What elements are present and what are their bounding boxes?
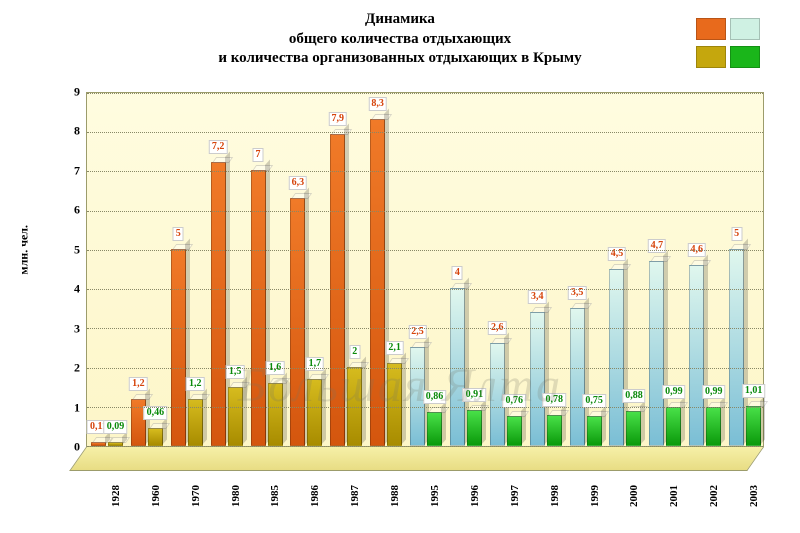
- bar-organized-era2: [467, 410, 482, 446]
- gridline: [87, 93, 763, 94]
- value-label-total: 5: [731, 227, 742, 241]
- value-label-total: 7,9: [329, 112, 348, 126]
- x-tick: 1995: [429, 485, 441, 507]
- value-label-organized: 1,7: [306, 357, 325, 371]
- x-tick: 1988: [389, 485, 401, 507]
- value-label-total: 7: [253, 148, 264, 162]
- y-tick: 2: [54, 361, 80, 376]
- gridline: [87, 407, 763, 408]
- x-tick: 1980: [230, 485, 242, 507]
- title-line-3: и количества организованных отдыхающих в…: [0, 49, 800, 69]
- y-tick: 9: [54, 85, 80, 100]
- x-tick: 1986: [309, 485, 321, 507]
- x-tick: 1996: [469, 485, 481, 507]
- bar-total-era2: [729, 249, 744, 446]
- y-tick: 4: [54, 282, 80, 297]
- x-tick: 1987: [349, 485, 361, 507]
- legend-swatch-total-era2: [730, 18, 760, 40]
- chart-title: Динамика общего количества отдыхающих и …: [0, 0, 800, 69]
- x-tick: 1998: [549, 485, 561, 507]
- value-label-total: 1,2: [129, 377, 148, 391]
- x-tick: 1997: [509, 485, 521, 507]
- y-tick: 3: [54, 321, 80, 336]
- value-label-organized: 0,88: [622, 389, 646, 403]
- x-tick: 2001: [668, 485, 680, 507]
- bar-organized-era2: [626, 411, 641, 446]
- bar-organized-era1: [188, 399, 203, 446]
- value-label-total: 4,5: [608, 247, 627, 261]
- legend-swatch-total-era1: [696, 18, 726, 40]
- x-tick: 2002: [708, 485, 720, 507]
- bar-total-era1: [171, 249, 186, 446]
- plot-area: 0,110,091,20,4651,27,21,571,66,31,77,928…: [86, 92, 764, 447]
- bar-organized-era2: [746, 406, 761, 446]
- x-tick: 1985: [269, 485, 281, 507]
- y-tick: 5: [54, 242, 80, 257]
- x-tick: 2000: [628, 485, 640, 507]
- value-label-organized: 0,99: [702, 385, 726, 399]
- y-tick: 6: [54, 203, 80, 218]
- value-label-total: 8,3: [368, 97, 387, 111]
- value-label-total: 4: [452, 266, 463, 280]
- bar-total-era1: [290, 198, 305, 447]
- chart-area: млн. чел. 0,110,091,20,4651,27,21,571,66…: [40, 92, 772, 471]
- legend: [696, 18, 760, 70]
- bar-total-era1: [330, 134, 345, 446]
- x-tick: 1928: [110, 485, 122, 507]
- legend-swatch-org-era2: [730, 46, 760, 68]
- value-label-total: 7,2: [209, 140, 228, 154]
- value-label-organized: 0,09: [104, 420, 128, 434]
- gridline: [87, 328, 763, 329]
- value-label-organized: 2: [349, 345, 360, 359]
- x-tick: 2003: [748, 485, 760, 507]
- gridline: [87, 171, 763, 172]
- bar-organized-era2: [427, 412, 442, 446]
- value-label-organized: 0,99: [662, 385, 686, 399]
- value-label-total: 3,4: [528, 290, 547, 304]
- value-label-organized: 0,78: [542, 393, 566, 407]
- bar-total-era2: [530, 312, 545, 446]
- title-line-1: Динамика: [0, 10, 800, 30]
- legend-swatch-org-era1: [696, 46, 726, 68]
- bar-organized-era2: [507, 416, 522, 446]
- value-label-organized: 2,1: [385, 341, 404, 355]
- bar-organized-era1: [228, 387, 243, 446]
- y-tick: 8: [54, 124, 80, 139]
- value-label-total: 6,3: [289, 176, 308, 190]
- value-label-organized: 0,86: [423, 390, 447, 404]
- value-label-organized: 0,91: [463, 388, 487, 402]
- value-label-organized: 0,46: [144, 406, 168, 420]
- value-label-organized: 1,2: [186, 377, 205, 391]
- value-label-total: 3,5: [568, 286, 587, 300]
- title-line-2: общего количества отдыхающих: [0, 30, 800, 50]
- gridline: [87, 211, 763, 212]
- bar-organized-era1: [148, 428, 163, 446]
- bar-organized-era1: [387, 363, 402, 446]
- plot-floor: [69, 447, 764, 471]
- y-tick: 0: [54, 440, 80, 455]
- bar-total-era2: [609, 269, 624, 447]
- gridline: [87, 250, 763, 251]
- x-tick: 1999: [589, 485, 601, 507]
- y-tick: 7: [54, 163, 80, 178]
- bar-organized-era1: [307, 379, 322, 446]
- bar-total-era1: [211, 162, 226, 446]
- bar-organized-era1: [268, 383, 283, 446]
- bar-organized-era2: [587, 416, 602, 446]
- y-axis-label: млн. чел.: [17, 224, 32, 274]
- bar-organized-era2: [547, 415, 562, 446]
- x-tick: 1970: [190, 485, 202, 507]
- y-tick: 1: [54, 400, 80, 415]
- bar-total-era1: [370, 119, 385, 446]
- bar-total-era2: [689, 265, 704, 446]
- value-label-total: 5: [173, 227, 184, 241]
- value-label-organized: 1,01: [742, 384, 766, 398]
- gridline: [87, 368, 763, 369]
- gridline: [87, 132, 763, 133]
- bar-organized-era2: [706, 407, 721, 446]
- bar-organized-era2: [666, 407, 681, 446]
- gridline: [87, 289, 763, 290]
- x-tick: 1960: [150, 485, 162, 507]
